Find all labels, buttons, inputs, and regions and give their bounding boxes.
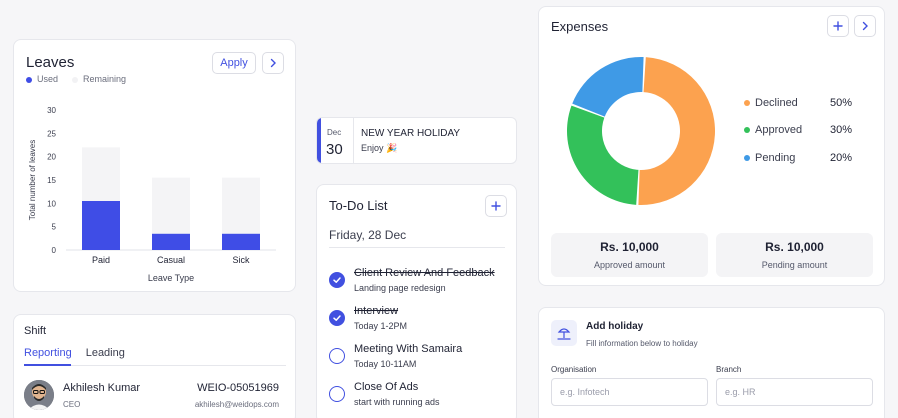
leaves-next-button[interactable] bbox=[262, 52, 284, 74]
plus-icon bbox=[491, 201, 501, 211]
y-tick-label: 15 bbox=[47, 176, 56, 185]
holiday-day: 30 bbox=[326, 141, 343, 158]
legend-remaining: Remaining bbox=[72, 74, 126, 84]
donut-slice-declined bbox=[638, 57, 716, 206]
leaves-card: Leaves Apply Used Remaining 0 5 10 15 20 25 30… bbox=[13, 39, 296, 292]
beach-umbrella-icon bbox=[551, 320, 577, 346]
expenses-donut-chart bbox=[567, 57, 716, 206]
list-item[interactable]: Interview Today 1-2PM bbox=[329, 305, 509, 339]
donut-slice-pending bbox=[572, 57, 644, 117]
plus-icon bbox=[833, 21, 843, 31]
todo-date: Friday, 28 Dec bbox=[329, 228, 407, 242]
employee-role: CEO bbox=[63, 400, 81, 409]
todo-title: To-Do List bbox=[329, 198, 388, 213]
todo-item-title: Meeting With Samaira bbox=[354, 343, 463, 355]
holiday-month: Dec bbox=[327, 128, 342, 137]
todo-card: To-Do List Friday, 28 Dec Client Review … bbox=[316, 184, 517, 418]
tab-divider bbox=[24, 365, 286, 366]
holiday-banner: Dec 30 NEW YEAR HOLIDAY Enjoy 🎉 bbox=[316, 117, 517, 164]
y-tick-label: 5 bbox=[52, 223, 57, 232]
branch-input[interactable]: e.g. HR bbox=[716, 378, 873, 406]
todo-item-title: Client Review And Feedback bbox=[354, 267, 495, 279]
bar-used-casual bbox=[152, 233, 190, 250]
active-tab-indicator bbox=[24, 364, 71, 366]
todo-date-divider bbox=[329, 247, 505, 248]
y-tick-label: 0 bbox=[52, 246, 57, 255]
pending-amount-box: Rs. 10,000 Pending amount bbox=[716, 233, 873, 277]
apply-button[interactable]: Apply bbox=[212, 52, 256, 74]
pending-amount: Rs. 10,000 bbox=[765, 240, 824, 254]
x-tick-label: Sick bbox=[232, 255, 250, 265]
legend-used: Used bbox=[26, 74, 58, 84]
checked-circle-icon[interactable] bbox=[329, 310, 345, 326]
tab-reporting[interactable]: Reporting bbox=[24, 347, 72, 359]
bar-used-paid bbox=[82, 201, 120, 250]
pending-amount-label: Pending amount bbox=[761, 260, 828, 270]
todo-item-title: Interview bbox=[354, 305, 399, 317]
unchecked-circle-icon[interactable] bbox=[329, 348, 345, 364]
shift-card: Shift Reporting Leading Akhilesh Kumar C… bbox=[13, 314, 296, 418]
x-axis-title: Leave Type bbox=[148, 273, 194, 283]
donut-slice-approved bbox=[567, 105, 639, 205]
employee-id: WEIO-05051969 bbox=[197, 382, 279, 394]
add-holiday-subtitle: Fill information below to holiday bbox=[586, 339, 698, 348]
employee-name: Akhilesh Kumar bbox=[63, 382, 141, 394]
y-tick-label: 10 bbox=[47, 199, 56, 208]
organisation-input[interactable]: e.g. Infotech bbox=[551, 378, 708, 406]
approved-amount: Rs. 10,000 bbox=[600, 240, 659, 254]
add-todo-button[interactable] bbox=[485, 195, 507, 217]
x-tick-label: Paid bbox=[92, 255, 110, 265]
list-item[interactable]: Close Of Ads start with running ads bbox=[329, 381, 509, 415]
avatar bbox=[24, 380, 54, 410]
bar-remaining-casual bbox=[152, 177, 190, 234]
expenses-title: Expenses bbox=[551, 19, 609, 34]
todo-item-subtitle: Landing page redesign bbox=[354, 283, 446, 293]
todo-item-title: Close Of Ads bbox=[354, 381, 419, 393]
holiday-title: NEW YEAR HOLIDAY bbox=[361, 128, 461, 139]
y-tick-label: 25 bbox=[47, 129, 56, 138]
y-tick-label: 20 bbox=[47, 153, 56, 162]
holiday-divider bbox=[353, 118, 354, 163]
list-item[interactable]: Client Review And Feedback Landing page … bbox=[329, 267, 509, 301]
leaves-bar-chart: 0 5 10 15 20 25 30 Paid Casual Sick Leave Type Tota… bbox=[28, 106, 276, 283]
tab-leading[interactable]: Leading bbox=[85, 347, 125, 359]
bar-remaining-sick bbox=[222, 177, 260, 234]
organisation-label: Organisation bbox=[551, 365, 597, 374]
legend-declined: Declined 50% bbox=[744, 97, 852, 109]
approved-amount-label: Approved amount bbox=[593, 260, 666, 270]
expenses-next-button[interactable] bbox=[854, 15, 876, 37]
leaves-legend: Used Remaining bbox=[26, 74, 126, 84]
todo-item-subtitle: start with running ads bbox=[354, 397, 440, 407]
holiday-subtitle: Enjoy 🎉 bbox=[361, 143, 398, 153]
legend-approved: Approved 30% bbox=[744, 124, 852, 136]
list-item[interactable]: Meeting With Samaira Today 10-11AM bbox=[329, 343, 509, 377]
todo-item-subtitle: Today 10-11AM bbox=[354, 359, 417, 369]
y-axis-title: Total number of leaves bbox=[28, 140, 37, 221]
approved-amount-box: Rs. 10,000 Approved amount bbox=[551, 233, 708, 277]
leaves-title: Leaves bbox=[26, 54, 75, 71]
bar-used-sick bbox=[222, 233, 260, 250]
unchecked-circle-icon[interactable] bbox=[329, 386, 345, 402]
y-tick-label: 30 bbox=[47, 106, 56, 115]
branch-label: Branch bbox=[716, 365, 742, 374]
x-tick-label: Casual bbox=[157, 255, 185, 265]
shift-title: Shift bbox=[24, 325, 47, 337]
bar-remaining-paid bbox=[82, 147, 120, 201]
chevron-right-icon bbox=[270, 58, 276, 68]
add-holiday-title: Add holiday bbox=[586, 321, 644, 332]
todo-item-subtitle: Today 1-2PM bbox=[354, 321, 408, 331]
add-holiday-card: Add holiday Fill information below to ho… bbox=[538, 307, 885, 418]
chevron-right-icon bbox=[862, 21, 868, 31]
holiday-accent-bar bbox=[317, 118, 321, 163]
add-expense-button[interactable] bbox=[827, 15, 849, 37]
employee-email[interactable]: akhilesh@weidops.com bbox=[194, 400, 279, 409]
checked-circle-icon[interactable] bbox=[329, 272, 345, 288]
expenses-card: Expenses Declined 50% Approved 30% Pendi… bbox=[538, 6, 885, 286]
legend-pending: Pending 20% bbox=[744, 152, 852, 164]
